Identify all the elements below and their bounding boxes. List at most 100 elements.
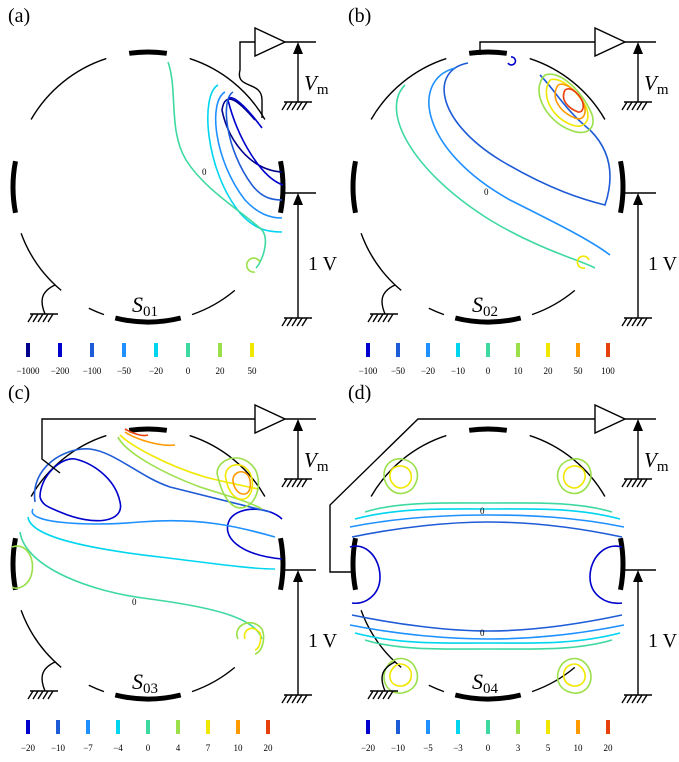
boundary-arc <box>428 307 445 316</box>
electrode-bottom <box>454 692 522 702</box>
ground-symbol <box>621 317 652 327</box>
ground-hatch <box>296 317 303 327</box>
electrode-label: S03 <box>132 669 158 697</box>
contour-line <box>383 657 419 694</box>
contour-line <box>124 431 176 447</box>
legend-label: −3 <box>453 743 463 753</box>
boundary-arc <box>428 684 445 693</box>
contour-lines <box>167 61 284 273</box>
vm-subscript: m <box>657 459 669 475</box>
contour-line <box>117 436 263 510</box>
electrode-bottom <box>454 315 522 325</box>
vm-arrowhead <box>633 42 643 54</box>
voltage-label: 1 V <box>308 253 338 275</box>
ground-hatch <box>641 694 648 704</box>
legend-label: −200 <box>51 366 70 376</box>
legend-label: 50 <box>248 366 258 376</box>
legend-label: −50 <box>391 366 406 376</box>
legend-label: 7 <box>206 743 211 753</box>
legend-label: −50 <box>117 366 132 376</box>
legend-swatch <box>486 720 490 734</box>
legend-swatch <box>456 343 460 357</box>
vm-arrowhead <box>293 419 303 431</box>
amplifier: Vm <box>329 403 669 573</box>
boundary-arcs <box>360 434 606 693</box>
ground-hatch <box>636 694 643 704</box>
legend-swatch <box>606 720 610 734</box>
color-legend: −100 −50 −20 −10 0 10 20 50 100 <box>359 343 615 376</box>
ground-hatch <box>47 313 54 323</box>
electrode-left <box>350 537 358 591</box>
contour-line <box>349 545 381 604</box>
voltage-source: 1 V <box>621 192 678 327</box>
ground-hatch <box>631 694 638 704</box>
vm-label: Vm <box>644 71 669 98</box>
legend-swatch <box>546 720 550 734</box>
contour-line <box>227 96 284 186</box>
source-arrowhead <box>293 193 303 205</box>
legend-label: −10 <box>51 743 66 753</box>
amplifier-input-wire <box>41 418 255 474</box>
contour-line <box>226 508 283 560</box>
legend-swatch <box>86 720 90 734</box>
panel-label: (a) <box>8 5 30 27</box>
ground-hatch <box>626 478 633 488</box>
ground-hatch <box>621 478 628 488</box>
ground-symbol <box>281 694 312 704</box>
voltage-label: 1 V <box>648 630 678 652</box>
ground-hatch <box>626 317 633 327</box>
ground-wire <box>41 661 56 692</box>
contour-line <box>554 83 586 120</box>
legend-swatch <box>236 720 240 734</box>
ground-hatch <box>47 690 54 700</box>
ground-hatch <box>377 690 384 700</box>
electrode-label: S04 <box>472 669 499 697</box>
legend-swatch <box>396 343 400 357</box>
contour-line <box>225 91 283 201</box>
contour-line <box>589 545 623 604</box>
contour-line <box>124 428 149 437</box>
voltage-label: 1 V <box>648 253 678 275</box>
legend-label: −1000 <box>16 366 40 376</box>
contour-line <box>27 516 276 570</box>
zero-contour-label: 0 <box>480 628 485 638</box>
ground-hatch <box>296 101 303 111</box>
boundary-arc <box>189 57 266 120</box>
amplifier-input-wire <box>479 41 595 55</box>
contour-lines <box>11 428 283 655</box>
ground-hatch <box>42 313 49 323</box>
electrode-right <box>278 537 286 591</box>
legend-swatch <box>426 343 430 357</box>
legend-label: −7 <box>83 743 93 753</box>
legend-swatch <box>486 343 490 357</box>
amplifier-triangle <box>594 403 627 435</box>
contour-line <box>562 663 586 687</box>
amplifier-input-wire <box>238 41 263 118</box>
legend-label: −20 <box>21 743 36 753</box>
legend-swatch <box>576 343 580 357</box>
legend-label: 10 <box>234 743 244 753</box>
ground-hatch <box>372 690 379 700</box>
contour-line <box>556 458 592 495</box>
ground-hatch <box>296 478 303 488</box>
legend-label: 10 <box>574 743 584 753</box>
legend-label: −100 <box>83 366 102 376</box>
legend-label: 5 <box>546 743 551 753</box>
amplifier-triangle <box>254 26 287 58</box>
legend-swatch <box>176 720 180 734</box>
boundary-arc <box>88 684 105 693</box>
electrode-bottom <box>114 692 182 702</box>
electrode-right <box>618 537 626 591</box>
boundary-arc <box>531 666 576 693</box>
contour-line <box>389 465 413 489</box>
contour-line <box>354 508 621 520</box>
legend-swatch <box>576 720 580 734</box>
ground-hatch <box>301 101 308 111</box>
amplifier: Vm <box>41 403 329 488</box>
contour-line <box>576 255 590 269</box>
ground-hatch <box>641 317 648 327</box>
boundary-arc <box>529 57 606 120</box>
contour-line <box>39 458 122 522</box>
legend-swatch <box>58 343 62 357</box>
ground-hatch <box>32 690 39 700</box>
